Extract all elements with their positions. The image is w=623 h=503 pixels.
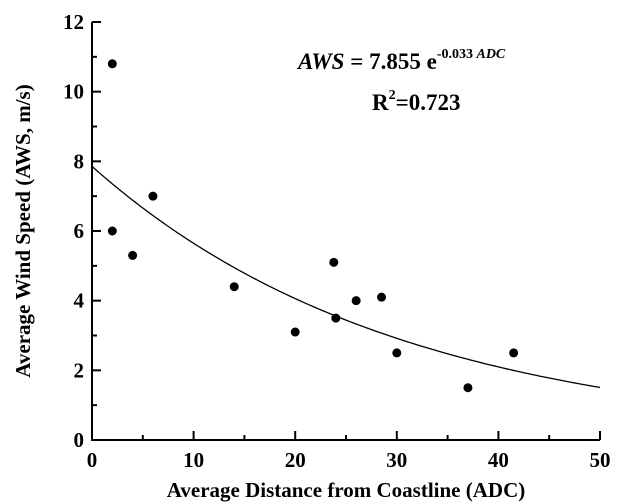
data-point bbox=[392, 348, 402, 358]
data-point bbox=[128, 250, 138, 260]
data-point bbox=[329, 257, 339, 267]
y-tick-label: 0 bbox=[74, 428, 85, 452]
y-axis-title: Average Wind Speed (AWS, m/s) bbox=[11, 84, 35, 377]
fit-curve bbox=[91, 165, 601, 389]
y-tick-label: 8 bbox=[74, 149, 85, 173]
data-point bbox=[351, 296, 361, 306]
data-point bbox=[463, 383, 473, 393]
x-tick-label: 50 bbox=[590, 448, 611, 472]
data-point bbox=[229, 282, 239, 292]
data-point bbox=[148, 191, 158, 201]
fit-equation: AWS = 7.855 e-0.033 ADC bbox=[296, 47, 506, 74]
data-point bbox=[107, 226, 117, 236]
y-tick-label: 6 bbox=[74, 219, 85, 243]
y-tick-label: 4 bbox=[74, 289, 85, 313]
x-tick-label: 30 bbox=[386, 448, 407, 472]
x-tick-label: 40 bbox=[488, 448, 509, 472]
y-tick-label: 12 bbox=[63, 10, 84, 34]
x-axis-ticks: 0 10 20 30 40 50 bbox=[87, 431, 611, 472]
x-tick-label: 0 bbox=[87, 448, 98, 472]
r-squared-label: R2=0.723 bbox=[372, 88, 460, 115]
plot-frame bbox=[91, 22, 600, 441]
x-tick-label: 10 bbox=[183, 448, 204, 472]
plot-area: 0 10 20 30 40 50 0 2 4 6 8 10 12 bbox=[63, 10, 611, 472]
y-tick-label: 10 bbox=[63, 80, 84, 104]
y-tick-label: 2 bbox=[74, 358, 85, 382]
data-point bbox=[509, 348, 519, 358]
data-point bbox=[290, 327, 300, 337]
x-tick-label: 20 bbox=[285, 448, 306, 472]
data-points bbox=[107, 59, 519, 393]
data-point bbox=[377, 292, 387, 302]
data-point bbox=[107, 59, 117, 69]
data-point bbox=[331, 313, 341, 323]
y-axis-ticks: 0 2 4 6 8 10 12 bbox=[63, 10, 101, 452]
x-axis-title: Average Distance from Coastline (ADC) bbox=[167, 478, 525, 502]
